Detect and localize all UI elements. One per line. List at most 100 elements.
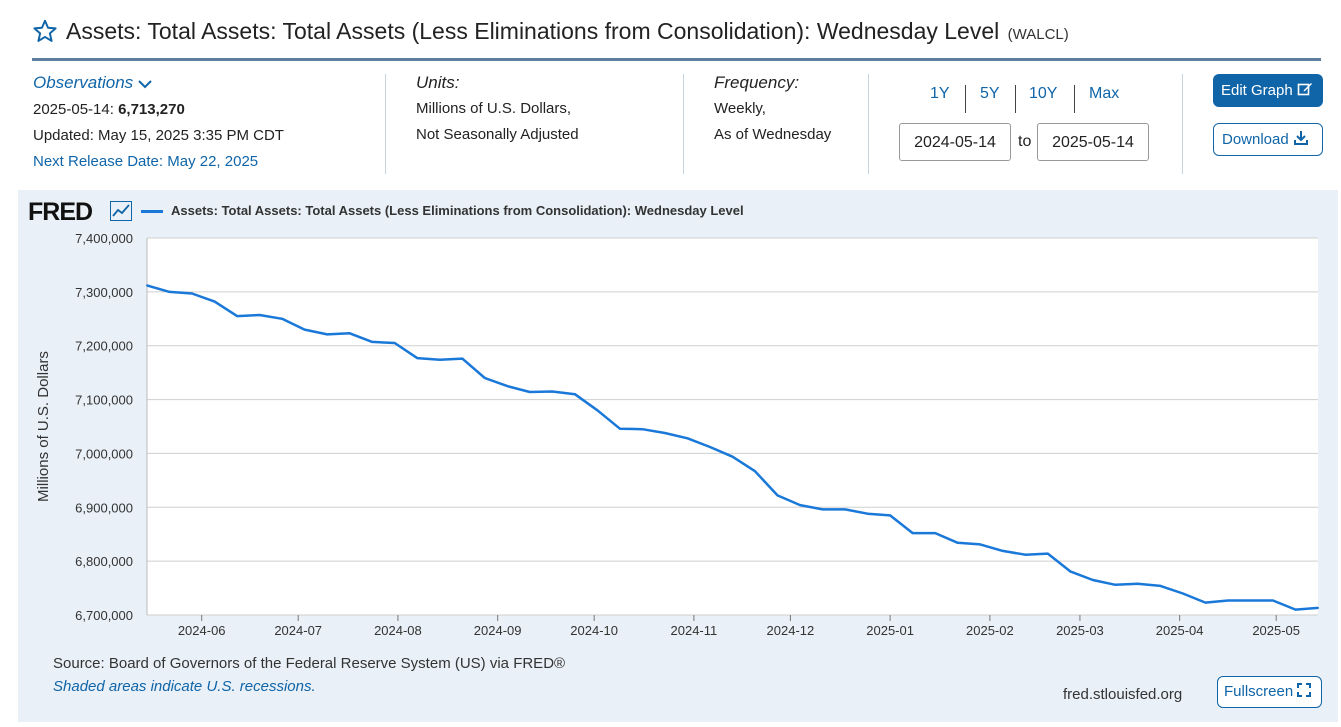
data-point (911, 532, 914, 535)
edit-graph-label: Edit Graph (1221, 82, 1293, 99)
obs-value: 6,713,270 (118, 101, 185, 118)
fullscreen-button[interactable]: Fullscreen (1217, 676, 1322, 708)
range-divider (965, 85, 966, 113)
plot-area (147, 238, 1318, 615)
data-point (934, 532, 937, 535)
fullscreen-label: Fullscreen (1224, 683, 1294, 700)
chevron-down-icon (138, 80, 153, 89)
y-axis-label: Millions of U.S. Dollars (35, 351, 52, 502)
x-tick-label: 2024-09 (474, 623, 522, 638)
range-5y-button[interactable]: 5Y (980, 85, 1000, 102)
data-point (303, 328, 306, 331)
data-point (483, 377, 486, 380)
to-label: to (1018, 133, 1032, 150)
y-tick-label: 7,000,000 (75, 446, 133, 461)
data-point (1159, 584, 1162, 587)
data-point (956, 541, 959, 544)
data-point (889, 514, 892, 517)
data-point (979, 543, 982, 546)
data-point (641, 428, 644, 431)
download-button[interactable]: Download (1213, 123, 1323, 156)
x-tick-label: 2025-05 (1252, 623, 1300, 638)
star-icon[interactable] (32, 18, 58, 44)
x-tick-label: 2024-08 (374, 623, 422, 638)
x-tick-label: 2025-04 (1156, 623, 1204, 638)
data-point (866, 512, 869, 515)
series-id: (WALCL) (1007, 26, 1069, 43)
data-point (1091, 578, 1094, 581)
data-point (461, 357, 464, 360)
frequency-line-1: Weekly, (714, 100, 766, 117)
data-point (596, 409, 599, 412)
range-1y-button[interactable]: 1Y (930, 85, 950, 102)
data-point (191, 292, 194, 295)
edit-icon (1297, 83, 1312, 96)
legend-swatch (141, 210, 163, 213)
data-point (1024, 553, 1027, 556)
data-point (348, 332, 351, 335)
y-tick-label: 6,900,000 (75, 500, 133, 515)
observations-column: Observations 2025-05-14: 6,713,270 Updat… (33, 70, 284, 175)
data-point (708, 445, 711, 448)
line-chart: 7,400,000 7,300,000 7,200,000 7,100,000 7,00… (35, 231, 1319, 638)
data-point (168, 290, 171, 293)
data-point (1136, 582, 1139, 585)
x-tick-label: 2024-07 (274, 623, 322, 638)
data-point (281, 317, 284, 320)
observations-dropdown[interactable]: Observations (33, 70, 284, 97)
y-tick-label: 7,100,000 (75, 393, 133, 408)
obs-date: 2025-05-14: (33, 101, 114, 118)
chart-panel: FRED Assets: Total Assets: Total Assets … (18, 190, 1338, 722)
data-point (551, 390, 554, 393)
divider (683, 74, 684, 174)
divider (868, 74, 869, 174)
range-10y-button[interactable]: 10Y (1029, 85, 1058, 102)
data-point (371, 340, 374, 343)
data-point (236, 315, 239, 318)
data-point (506, 385, 509, 388)
data-point (844, 508, 847, 511)
data-point (1181, 592, 1184, 595)
recession-note-link[interactable]: Shaded areas indicate U.S. recessions. (53, 678, 316, 695)
units-column: Units: Millions of U.S. Dollars, Not Sea… (416, 70, 579, 148)
data-point (1001, 549, 1004, 552)
range-divider (1074, 85, 1075, 113)
download-label: Download (1222, 131, 1289, 148)
x-tick-label: 2024-10 (570, 623, 618, 638)
data-point (258, 314, 261, 317)
x-tick-label: 2024-12 (767, 623, 815, 638)
data-point (686, 437, 689, 440)
units-line-2: Not Seasonally Adjusted (416, 126, 579, 143)
x-tick-label: 2025-02 (966, 623, 1014, 638)
chart-type-icon (110, 201, 132, 221)
data-point (146, 284, 148, 287)
y-tick-label: 6,700,000 (75, 608, 133, 623)
frequency-label: Frequency: (714, 73, 800, 92)
y-tick-label: 7,200,000 (75, 339, 133, 354)
x-tick-label: 2025-01 (866, 623, 914, 638)
next-release-link[interactable]: Next Release Date: May 22, 2025 (33, 153, 259, 170)
title-bar: Assets: Total Assets: Total Assets (Less… (32, 14, 1321, 61)
edit-graph-button[interactable]: Edit Graph (1213, 74, 1323, 107)
data-point (416, 357, 419, 360)
start-date-input[interactable]: 2024-05-14 (899, 123, 1011, 161)
data-point (799, 504, 802, 507)
legend-label: Assets: Total Assets: Total Assets (Less… (171, 203, 744, 218)
range-max-button[interactable]: Max (1089, 85, 1120, 102)
meta-panel: Observations 2025-05-14: 6,713,270 Updat… (0, 60, 1341, 185)
fred-url: fred.stlouisfed.org (1063, 686, 1183, 703)
units-label: Units: (416, 73, 460, 92)
page-title: Assets: Total Assets: Total Assets (Less… (66, 18, 1069, 45)
fred-logo: FRED (28, 198, 93, 226)
data-point (1271, 599, 1274, 602)
observations-label: Observations (33, 73, 134, 92)
data-point (1226, 599, 1229, 602)
data-point (573, 393, 576, 396)
data-point (731, 455, 734, 458)
data-point (776, 494, 779, 497)
data-point (1046, 552, 1049, 555)
data-point (663, 431, 666, 434)
end-date-input[interactable]: 2025-05-14 (1037, 123, 1149, 161)
data-point (821, 508, 824, 511)
data-point (438, 358, 441, 361)
